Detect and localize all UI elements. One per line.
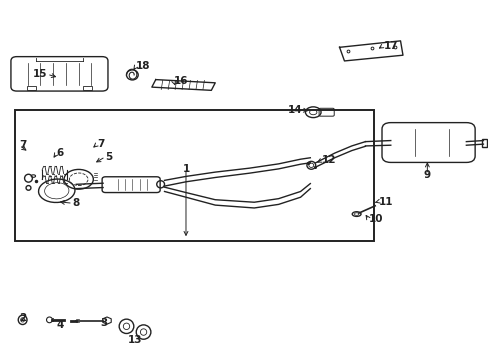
Text: 4: 4 xyxy=(57,320,64,330)
Text: 7: 7 xyxy=(97,139,104,149)
Text: 9: 9 xyxy=(423,170,430,180)
Text: 3: 3 xyxy=(101,319,108,328)
Text: 13: 13 xyxy=(127,334,142,345)
Bar xyxy=(482,139,486,147)
Text: 12: 12 xyxy=(321,155,335,165)
Text: 15: 15 xyxy=(32,69,47,79)
Text: 14: 14 xyxy=(287,105,302,115)
Text: 5: 5 xyxy=(105,152,113,162)
Text: 1: 1 xyxy=(182,164,189,174)
Text: 18: 18 xyxy=(136,61,150,71)
Text: 10: 10 xyxy=(368,215,383,224)
Text: 6: 6 xyxy=(57,148,64,158)
Text: 11: 11 xyxy=(378,197,392,207)
Bar xyxy=(26,86,36,90)
Text: 17: 17 xyxy=(383,41,397,50)
Text: 16: 16 xyxy=(173,76,188,86)
Text: 2: 2 xyxy=(19,313,26,323)
Text: 7: 7 xyxy=(19,140,26,150)
Bar xyxy=(15,110,373,241)
Text: 8: 8 xyxy=(73,198,80,208)
Bar xyxy=(82,86,92,90)
